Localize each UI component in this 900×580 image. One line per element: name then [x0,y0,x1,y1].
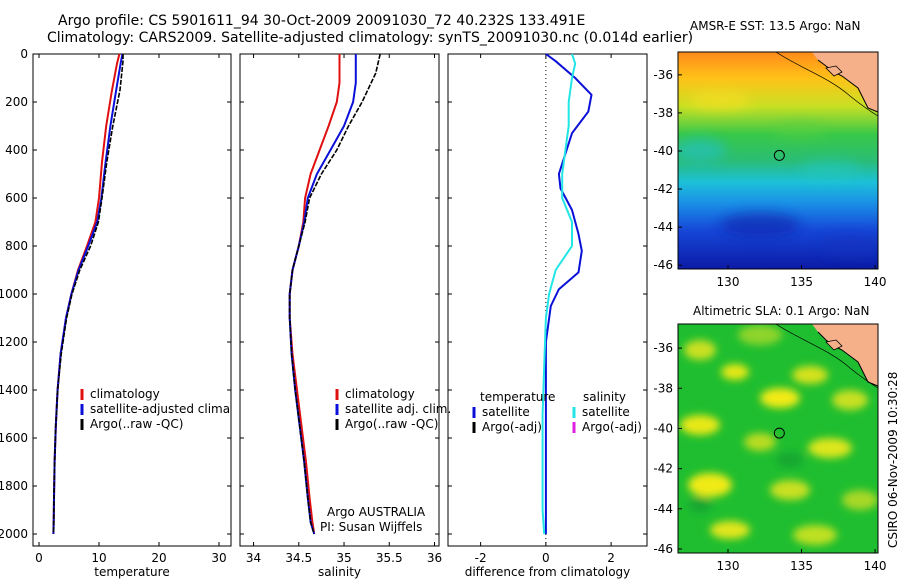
temperature-legend-label: Argo(..raw -QC) [90,417,183,431]
temperature-axes-box [32,53,232,547]
sst_map-lat-label: -36 [653,68,673,82]
temperature-series-3 [52,54,124,535]
sla_map-lat-label: -46 [653,542,673,556]
sst_map-lon-label: 135 [790,275,813,289]
salinity-legend-label: climatology [345,387,415,401]
sla-map [677,323,879,554]
salinity-xtick-label: 35.5 [376,551,403,565]
salinity-series-1 [288,54,341,535]
diff-legend-label: Argo(-adj) [582,420,642,434]
sst-map [677,51,879,270]
sla_map-float-marker [773,427,785,439]
sst_map-float-marker [773,149,785,161]
depth-tick-label: 1600 [0,431,28,445]
salinity-series-2 [288,54,357,535]
diff-legend-temperature-header: temperature [480,390,555,404]
difference-series-1 [544,53,593,534]
sst_map-lon-label: 130 [717,275,740,289]
diff-legend-salinity-header: salinity [583,390,626,404]
temperature-xtick-label: 10 [91,551,106,565]
salinity-legend-label: Argo(..raw -QC) [345,417,438,431]
depth-tick-label: 400 [5,143,28,157]
difference-xtick-label: -2 [475,551,487,565]
depth-tick-label: 1400 [0,383,28,397]
sst_map-lon-label: 140 [864,275,887,289]
depth-tick-label: 1800 [0,479,28,493]
temperature-series-2 [52,53,124,535]
difference-xtick-label: 2 [607,551,615,565]
difference-xtick-label: 0 [542,551,550,565]
salinity-legend-label: satellite adj. clim. [345,402,451,416]
temperature-legend-label: climatology [90,387,160,401]
depth-tick-label: 800 [5,239,28,253]
salinity-panel: 34 34.5 35 35.5 36 salinity climatologysatelli… [239,53,451,579]
sla_map-lat-label: -36 [653,341,673,355]
sst_map-lat-label: -40 [653,144,673,158]
temperature-xtick-label: 0 [35,551,43,565]
australia-landmass [812,52,878,112]
salinity-xtick-label: 36 [427,551,442,565]
sst_map-lat-label: -44 [653,220,673,234]
figure-title-line-2: Climatology: CARS2009. Satellite-adjuste… [47,30,694,46]
temperature-xtick-label: 20 [151,551,166,565]
sst_map-lat-label: -38 [653,106,673,120]
sla-map-title: Altimetric SLA: 0.1 Argo: NaN [693,304,870,318]
sla_map-lat-label: -42 [653,462,673,476]
salinity-series-3 [288,53,381,535]
temperature-xlabel: temperature [94,565,169,579]
depth-tick-label: 1000 [0,287,28,301]
salinity-xtick-label: 34.5 [285,551,312,565]
figure-title-line-1: Argo profile: CS 5901611_94 30-Oct-2009 … [58,13,586,29]
salinity-xlabel: salinity [318,565,361,579]
difference-series-2 [541,53,577,535]
depth-tick-label: 2000 [0,527,28,541]
sst_map-lat-label: -42 [653,182,673,196]
depth-tick-label: 200 [5,95,28,109]
sla_map-lat-label: -44 [653,502,673,516]
sst_map-lat-label: -46 [653,258,673,272]
map-axes: 130 135 140 -36 -38 -40 -42 -44 -46 130 135 140 -36 -… [653,68,886,573]
depth-tick-label: 0 [20,47,28,61]
salinity-axes-box [239,53,440,547]
diff-legend-label: satellite [582,405,630,419]
salinity-xtick-label: 34 [246,551,261,565]
sla_map-lon-label: 130 [717,559,740,573]
salinity-xtick-label: 35 [336,551,351,565]
depth-tick-label: 600 [5,191,28,205]
pi-label: PI: Susan Wijffels [320,520,422,534]
difference-xlabel: difference from climatology [465,565,631,579]
argo-program-label: Argo AUSTRALIA [327,505,426,519]
sla_map-lon-label: 135 [790,559,813,573]
depth-tick-label: 1200 [0,335,28,349]
sla-field [678,324,878,553]
temperature-legend-label: satellite-adjusted climatology [90,402,268,416]
diff-legend-label: satellite [482,405,530,419]
temperature-panel: 0 10 20 30 temperature 0 200 400 600 800 1000 1200 1… [0,47,268,579]
sla_map-lat-label: -38 [653,381,673,395]
sla_map-lon-label: 140 [864,559,887,573]
diff-legend-label: Argo(-adj) [482,420,542,434]
sst-map-title: AMSR-E SST: 13.5 Argo: NaN [690,19,861,33]
sla_map-lat-label: -40 [653,421,673,435]
temperature-xtick-label: 30 [211,551,226,565]
